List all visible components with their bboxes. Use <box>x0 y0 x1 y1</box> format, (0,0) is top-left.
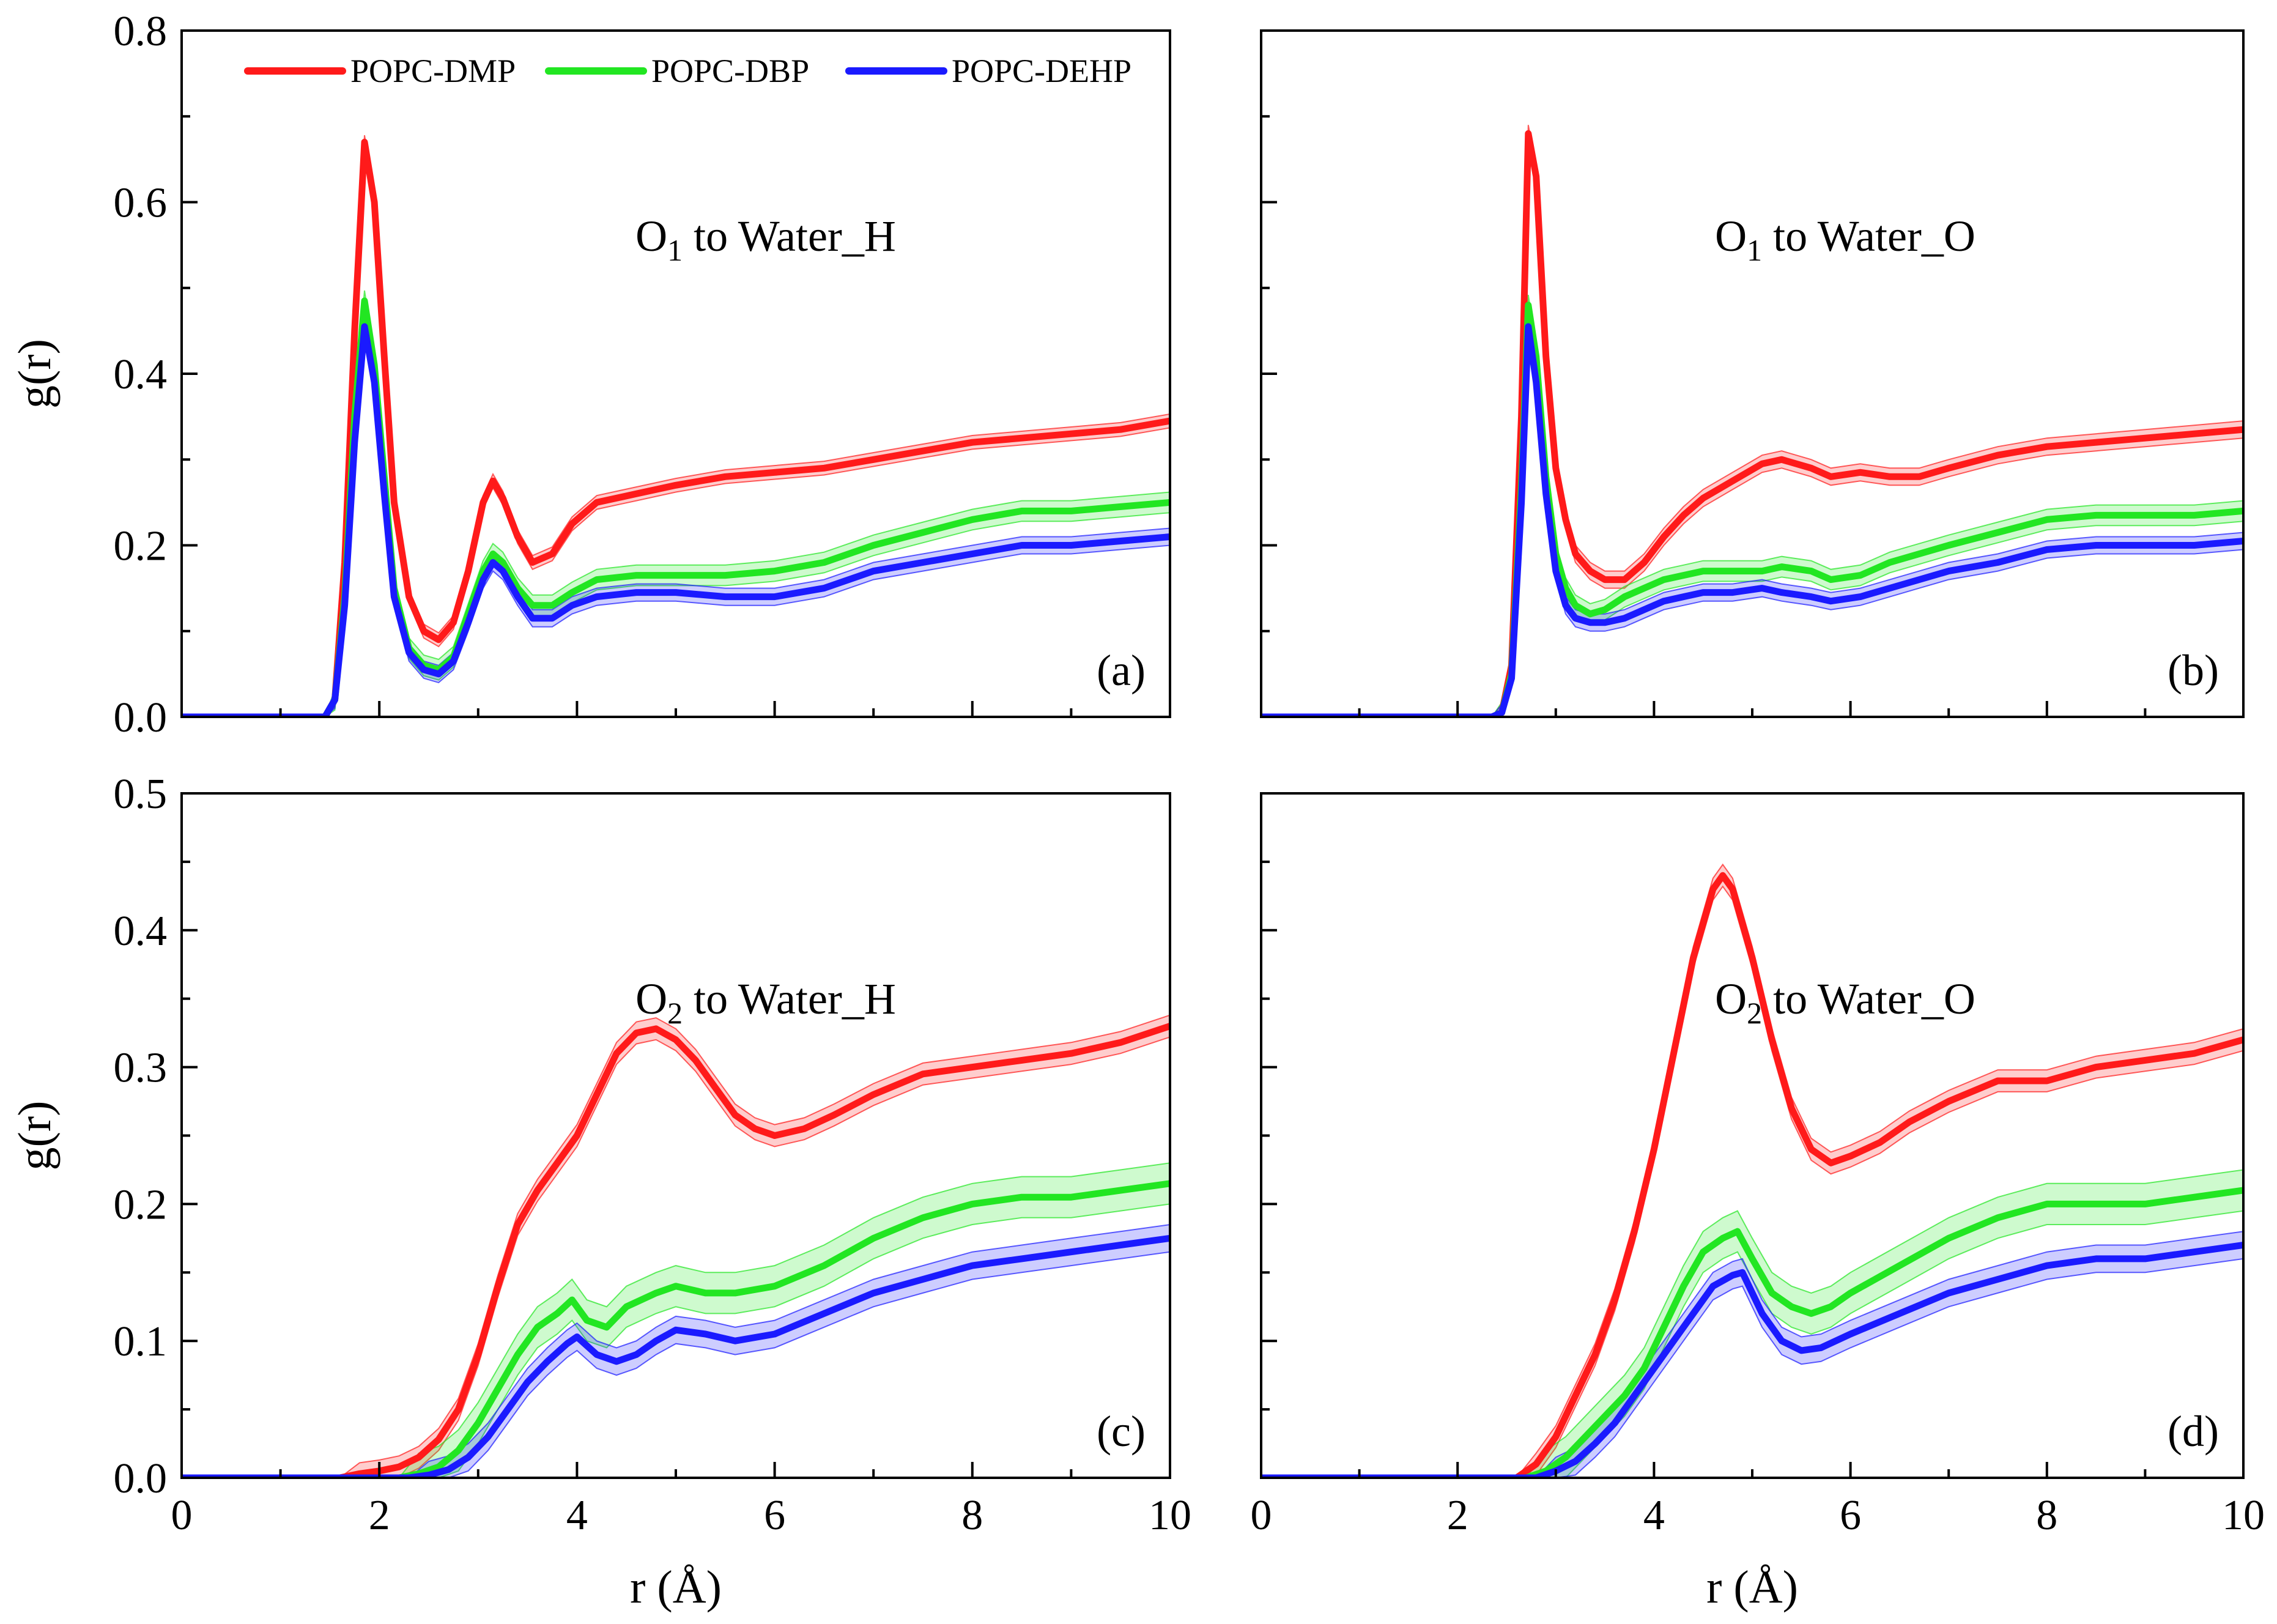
panel-d: 0 2 4 6 8 10 r (Å) O2 to Water_O (d) <box>1251 792 2265 1613</box>
x-tick-label: 0 <box>171 1492 193 1539</box>
plot-area <box>182 1014 1170 1478</box>
legend-label: POPC-DEHP <box>952 53 1131 89</box>
y-tick-label: 0.2 <box>114 523 168 570</box>
plot-area <box>1261 863 2243 1478</box>
series-line-popc-dbp <box>182 297 1170 717</box>
panel-label: (b) <box>2168 646 2219 695</box>
error-band-popc-dmp <box>182 1014 1170 1478</box>
y-tick-label: 0.3 <box>114 1045 168 1092</box>
panel-annotation: O2 to Water_H <box>635 974 896 1030</box>
x-tick-label: 0 <box>1251 1492 1272 1539</box>
series-line-popc-dehp <box>1261 323 2243 717</box>
y-tick-label: 0.8 <box>114 8 168 55</box>
panel-b: O1 to Water_O (b) <box>1260 29 2245 718</box>
series-line-popc-dbp <box>1261 302 2243 717</box>
plot-area <box>182 135 1170 717</box>
y-tick-label: 0.0 <box>114 694 168 741</box>
error-band-popc-dbp <box>182 290 1170 717</box>
y-tick-label: 0.6 <box>114 180 168 227</box>
legend-item-popc-dehp: POPC-DEHP <box>845 53 1131 89</box>
x-axis-title: r (Å) <box>1706 1562 1798 1613</box>
x-tick-label: 6 <box>1840 1492 1861 1539</box>
legend: POPC-DMP POPC-DBP POPC-DEHP <box>244 53 1131 89</box>
series-line-popc-dmp <box>1261 130 2243 717</box>
x-tick-label: 4 <box>1643 1492 1665 1539</box>
x-tick-label: 10 <box>2222 1492 2265 1539</box>
series-line-popc-dbp <box>182 1180 1170 1478</box>
panel-label: (a) <box>1097 646 1146 695</box>
x-tick-label: 4 <box>566 1492 588 1539</box>
y-tick-label: 0.1 <box>114 1318 168 1365</box>
legend-label: POPC-DBP <box>651 53 809 89</box>
legend-item-popc-dmp: POPC-DMP <box>244 53 516 89</box>
series-line-popc-dehp <box>182 323 1170 717</box>
series-line-popc-dbp <box>1261 1187 2243 1478</box>
panel-annotation: O1 to Water_H <box>635 212 896 267</box>
panel-label: (d) <box>2168 1407 2219 1456</box>
x-tick-label: 2 <box>1447 1492 1468 1539</box>
y-tick-label: 0.5 <box>114 771 168 818</box>
panel-a: 0.0 0.2 0.4 0.6 0.8 g(r) O1 to Water_H (a) <box>9 8 1171 741</box>
panel-c: 0 2 4 6 8 10 0.0 0.1 0.2 0.3 0.4 0.5 g(r) r (Å) O2 to … <box>9 771 1191 1613</box>
error-band-popc-dehp <box>1261 1231 2243 1478</box>
y-tick-label: 0.2 <box>114 1181 168 1228</box>
series-line-popc-dehp <box>182 1234 1170 1478</box>
series-line-popc-dmp <box>182 1023 1170 1478</box>
x-tick-label: 10 <box>1149 1492 1191 1539</box>
error-band-popc-dmp <box>182 135 1170 717</box>
panels: 0.0 0.2 0.4 0.6 0.8 g(r) O1 to Water_H (a) O1 to… <box>9 8 2265 1613</box>
panel-annotation: O2 to Water_O <box>1715 974 1975 1030</box>
y-tick-label: 0.4 <box>114 351 168 398</box>
panel-label: (c) <box>1097 1407 1146 1456</box>
y-axis-title: g(r) <box>9 339 61 409</box>
error-band-popc-dmp <box>1261 125 2243 717</box>
x-tick-label: 2 <box>369 1492 390 1539</box>
series-line-popc-dehp <box>1261 1242 2243 1478</box>
series-line-popc-dmp <box>1261 872 2243 1478</box>
x-tick-label: 8 <box>2036 1492 2057 1539</box>
legend-label: POPC-DMP <box>350 53 516 89</box>
x-tick-label: 8 <box>961 1492 983 1539</box>
error-band-popc-dehp <box>182 1223 1170 1478</box>
x-tick-label: 6 <box>764 1492 785 1539</box>
panel-annotation: O1 to Water_O <box>1715 212 1975 267</box>
y-tick-label: 0.4 <box>114 908 168 955</box>
plot-area <box>1261 125 2243 717</box>
x-axis-title: r (Å) <box>630 1562 722 1613</box>
y-tick-label: 0.0 <box>114 1455 168 1502</box>
legend-item-popc-dbp: POPC-DBP <box>545 53 809 89</box>
y-axis-title: g(r) <box>9 1101 61 1171</box>
series-line-popc-dmp <box>182 138 1170 717</box>
